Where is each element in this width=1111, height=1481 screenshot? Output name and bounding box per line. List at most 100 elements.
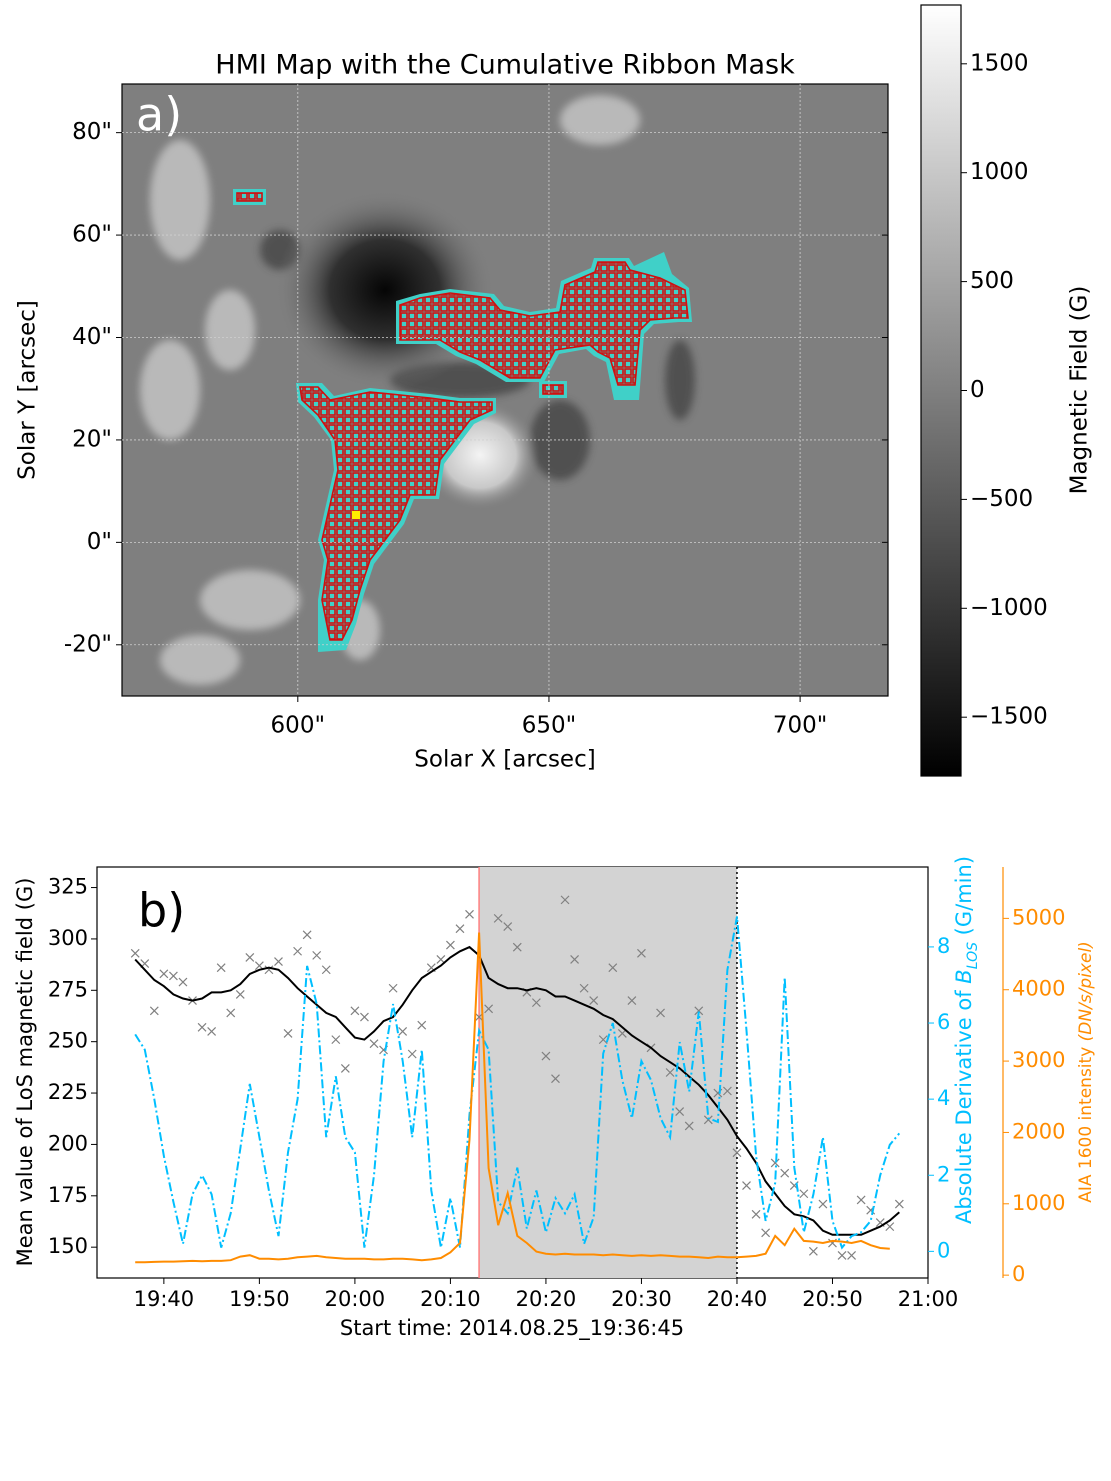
scatter-marker bbox=[837, 1250, 847, 1260]
colorbar-tick-label: −1500 bbox=[970, 704, 1048, 730]
scatter-marker bbox=[598, 1035, 608, 1045]
y-axis-label: Mean value of LoS magnetic field (G) bbox=[13, 878, 37, 1267]
scatter-marker bbox=[665, 1068, 675, 1077]
scatter-marker bbox=[321, 965, 331, 975]
y-tick-label: -20" bbox=[64, 631, 112, 657]
y-tick-label: 300 bbox=[48, 926, 88, 950]
x-tick-label: 20:00 bbox=[325, 1287, 386, 1311]
colorbar-tick-label: 1500 bbox=[970, 50, 1029, 76]
scatter-marker bbox=[302, 930, 312, 940]
scatter-marker bbox=[207, 1026, 217, 1036]
scatter-marker bbox=[894, 1199, 904, 1209]
scatter-marker bbox=[235, 989, 245, 999]
scatter-marker bbox=[216, 963, 226, 973]
scatter-marker bbox=[226, 1008, 236, 1018]
y-tick-label: 150 bbox=[48, 1234, 88, 1258]
scatter-marker bbox=[608, 963, 618, 973]
scatter-marker bbox=[130, 948, 140, 958]
y-tick-label: 80" bbox=[72, 119, 112, 145]
y-tick-label: 275 bbox=[48, 977, 88, 1001]
scatter-marker bbox=[178, 977, 188, 987]
data-line bbox=[135, 932, 890, 1264]
x-tick-label: 20:40 bbox=[707, 1287, 768, 1311]
y3-axis-label: AIA 1600 intensity (DN/s/pixel) bbox=[1076, 941, 1096, 1203]
chart-title: HMI Map with the Cumulative Ribbon Mask bbox=[215, 50, 795, 81]
scatter-marker bbox=[197, 1022, 207, 1032]
magnetogram bbox=[122, 84, 888, 696]
y-tick-label: 0" bbox=[87, 529, 112, 555]
x-tick-label: 650" bbox=[522, 713, 576, 739]
scatter-marker bbox=[159, 969, 169, 979]
scatter-marker bbox=[331, 1035, 341, 1045]
scatter-marker bbox=[703, 1115, 713, 1125]
y-tick-label: 325 bbox=[48, 875, 88, 899]
scatter-marker bbox=[455, 924, 465, 934]
colorbar-tick-label: 0 bbox=[970, 377, 985, 403]
scatter-marker bbox=[780, 1168, 790, 1178]
data-line bbox=[134, 916, 901, 1250]
x-axis-label: Solar X [arcsec] bbox=[414, 747, 595, 773]
colorbar-tick-label: −500 bbox=[970, 486, 1033, 512]
scatter-marker bbox=[694, 1006, 704, 1016]
scatter-marker bbox=[627, 996, 637, 1006]
scatter-marker bbox=[751, 1209, 761, 1219]
x-tick-label: 20:50 bbox=[802, 1287, 863, 1311]
scatter-marker bbox=[264, 965, 274, 975]
x-tick-label: 600" bbox=[271, 713, 325, 739]
y-tick-label: 40" bbox=[72, 324, 112, 350]
scatter-marker bbox=[761, 1228, 771, 1238]
scatter-marker bbox=[493, 913, 503, 923]
y2-tick-label: 2 bbox=[937, 1162, 950, 1186]
scatter-marker bbox=[283, 1029, 293, 1038]
scatter-marker bbox=[732, 1148, 742, 1158]
y2-tick-label: 0 bbox=[937, 1238, 950, 1262]
label-part: LOS bbox=[965, 942, 981, 969]
scatter-marker bbox=[168, 971, 178, 981]
scatter-marker bbox=[369, 1039, 379, 1049]
panel-label: a) bbox=[136, 88, 182, 142]
label-part: (G/min) bbox=[952, 856, 976, 942]
x-tick-label: 21:00 bbox=[898, 1287, 959, 1311]
scatter-marker bbox=[742, 1181, 751, 1190]
scatter-marker bbox=[684, 1121, 694, 1131]
shaded-span bbox=[479, 867, 737, 1278]
map-frame bbox=[121, 83, 889, 697]
scatter-marker bbox=[847, 1250, 857, 1260]
plot-area bbox=[130, 867, 904, 1278]
y-axis-label: Solar Y [arcsec] bbox=[15, 300, 41, 480]
scatter-marker bbox=[579, 983, 589, 993]
scatter-marker bbox=[512, 942, 522, 952]
scatter-marker bbox=[445, 940, 455, 950]
colorbar-tick-label: 500 bbox=[970, 268, 1014, 294]
scatter-marker bbox=[799, 1189, 809, 1199]
y3-tick-label: 2000 bbox=[1012, 1119, 1065, 1143]
colorbar-label: Magnetic Field (G) bbox=[1067, 286, 1093, 495]
panel-label: b) bbox=[138, 884, 185, 938]
scatter-marker bbox=[541, 1051, 551, 1061]
scatter-marker bbox=[560, 895, 570, 905]
scatter-marker bbox=[589, 996, 599, 1006]
scatter-marker bbox=[770, 1158, 780, 1168]
scatter-marker bbox=[808, 1246, 818, 1256]
scatter-marker bbox=[570, 955, 580, 964]
x-axis-label: Start time: 2014.08.25_19:36:45 bbox=[340, 1316, 684, 1341]
scatter-marker bbox=[274, 957, 283, 966]
scatter-marker bbox=[407, 1049, 417, 1059]
x-tick-label: 20:20 bbox=[516, 1287, 577, 1311]
y3-tick-label: 4000 bbox=[1012, 977, 1065, 1001]
x-tick-label: 20:30 bbox=[611, 1287, 672, 1311]
y-tick-label: 225 bbox=[48, 1080, 88, 1104]
scatter-marker bbox=[149, 1006, 159, 1016]
scatter-marker bbox=[465, 909, 474, 919]
scatter-marker bbox=[340, 1063, 350, 1073]
label-part: B bbox=[952, 969, 976, 983]
x-tick-label: 19:40 bbox=[134, 1287, 195, 1311]
colorbar-tick-label: 1000 bbox=[970, 159, 1029, 185]
y2-tick-label: 4 bbox=[937, 1086, 950, 1110]
scatter-marker bbox=[312, 950, 322, 960]
scatter-marker bbox=[350, 1006, 360, 1016]
y3-tick-label: 1000 bbox=[1012, 1191, 1065, 1215]
scatter-marker bbox=[856, 1195, 866, 1205]
